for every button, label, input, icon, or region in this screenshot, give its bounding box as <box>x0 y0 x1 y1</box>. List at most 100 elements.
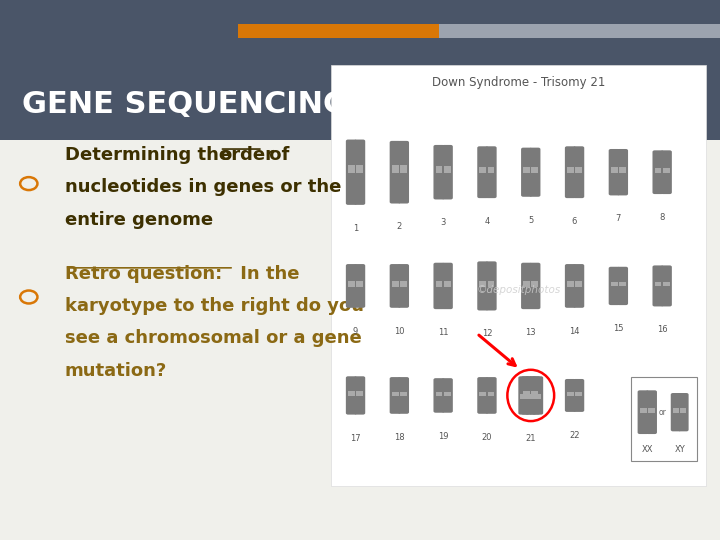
Bar <box>648 408 654 413</box>
Text: Down Syndrome - Trisomy 21: Down Syndrome - Trisomy 21 <box>432 76 605 89</box>
Text: 20: 20 <box>482 433 492 442</box>
FancyBboxPatch shape <box>608 149 620 195</box>
FancyBboxPatch shape <box>354 264 365 308</box>
Bar <box>436 281 443 287</box>
Text: 13: 13 <box>526 328 536 337</box>
Bar <box>567 392 574 396</box>
Text: In the: In the <box>234 265 300 282</box>
Text: Retro question:: Retro question: <box>65 265 222 282</box>
Text: 4: 4 <box>485 217 490 226</box>
Bar <box>619 167 626 173</box>
FancyBboxPatch shape <box>646 390 657 434</box>
Bar <box>531 392 539 396</box>
Text: Determining the: Determining the <box>65 146 237 164</box>
Bar <box>238 24 439 38</box>
FancyBboxPatch shape <box>346 139 357 205</box>
Text: 2: 2 <box>397 222 402 232</box>
Text: 12: 12 <box>482 329 492 339</box>
Text: or: or <box>659 408 666 417</box>
Bar <box>400 392 407 396</box>
Bar <box>663 281 670 287</box>
Text: 1: 1 <box>353 224 358 233</box>
FancyBboxPatch shape <box>521 262 532 309</box>
FancyBboxPatch shape <box>661 150 672 194</box>
Bar <box>0 140 720 540</box>
FancyBboxPatch shape <box>485 261 497 310</box>
Bar <box>575 281 582 287</box>
Bar <box>0 24 238 38</box>
Bar <box>487 281 495 287</box>
Text: 21: 21 <box>526 434 536 442</box>
Bar <box>331 65 706 486</box>
FancyBboxPatch shape <box>521 147 532 197</box>
Text: 14: 14 <box>570 327 580 336</box>
Bar <box>575 167 582 173</box>
Bar <box>663 167 670 173</box>
Bar <box>348 165 355 173</box>
Text: XX: XX <box>642 445 653 454</box>
FancyBboxPatch shape <box>433 145 445 199</box>
Text: GENE SEQUENCING: GENE SEQUENCING <box>22 90 348 119</box>
Bar <box>444 166 451 173</box>
Text: 15: 15 <box>613 324 624 333</box>
Bar <box>523 167 530 173</box>
FancyBboxPatch shape <box>652 266 664 306</box>
FancyBboxPatch shape <box>652 150 664 194</box>
FancyBboxPatch shape <box>354 139 365 205</box>
FancyBboxPatch shape <box>573 379 584 412</box>
Bar <box>392 281 399 287</box>
Text: 16: 16 <box>657 325 667 334</box>
Text: 9: 9 <box>353 327 358 336</box>
Text: 10: 10 <box>394 327 405 336</box>
FancyBboxPatch shape <box>390 141 401 204</box>
FancyBboxPatch shape <box>354 376 365 415</box>
Bar <box>567 167 574 173</box>
Text: entire genome: entire genome <box>65 211 213 228</box>
FancyBboxPatch shape <box>661 266 672 306</box>
Bar <box>392 392 399 396</box>
Text: karyotype to the right do you: karyotype to the right do you <box>65 297 364 315</box>
FancyBboxPatch shape <box>441 378 453 413</box>
FancyBboxPatch shape <box>485 146 497 198</box>
Bar <box>534 394 541 399</box>
Bar <box>444 392 451 396</box>
Bar <box>400 165 407 173</box>
Text: 17: 17 <box>350 434 361 442</box>
FancyBboxPatch shape <box>565 264 576 308</box>
Bar <box>631 377 697 461</box>
Bar <box>487 392 495 396</box>
FancyBboxPatch shape <box>532 376 543 415</box>
FancyBboxPatch shape <box>529 376 541 415</box>
Bar <box>436 392 443 396</box>
Bar <box>673 408 679 413</box>
FancyBboxPatch shape <box>518 376 529 415</box>
FancyBboxPatch shape <box>477 261 488 310</box>
FancyBboxPatch shape <box>529 147 541 197</box>
Bar <box>531 167 539 173</box>
Bar <box>523 392 530 396</box>
Text: 3: 3 <box>441 218 446 227</box>
Bar <box>611 282 618 286</box>
FancyBboxPatch shape <box>565 146 576 198</box>
Text: 19: 19 <box>438 431 449 441</box>
Text: nucleotides in genes or the: nucleotides in genes or the <box>65 178 341 196</box>
Bar <box>640 408 647 413</box>
Text: order: order <box>220 146 274 164</box>
FancyBboxPatch shape <box>529 262 541 309</box>
Bar <box>619 282 626 286</box>
FancyBboxPatch shape <box>441 145 453 199</box>
FancyBboxPatch shape <box>617 149 628 195</box>
FancyBboxPatch shape <box>617 267 628 305</box>
Bar <box>400 281 407 287</box>
Bar <box>487 167 495 173</box>
Text: 18: 18 <box>394 433 405 442</box>
FancyBboxPatch shape <box>433 378 445 413</box>
FancyBboxPatch shape <box>573 264 584 308</box>
Bar <box>575 392 582 396</box>
Bar <box>436 166 443 173</box>
Bar <box>392 165 399 173</box>
Text: XY: XY <box>675 445 685 454</box>
FancyBboxPatch shape <box>433 262 445 309</box>
FancyBboxPatch shape <box>485 377 497 414</box>
Bar <box>527 394 534 399</box>
